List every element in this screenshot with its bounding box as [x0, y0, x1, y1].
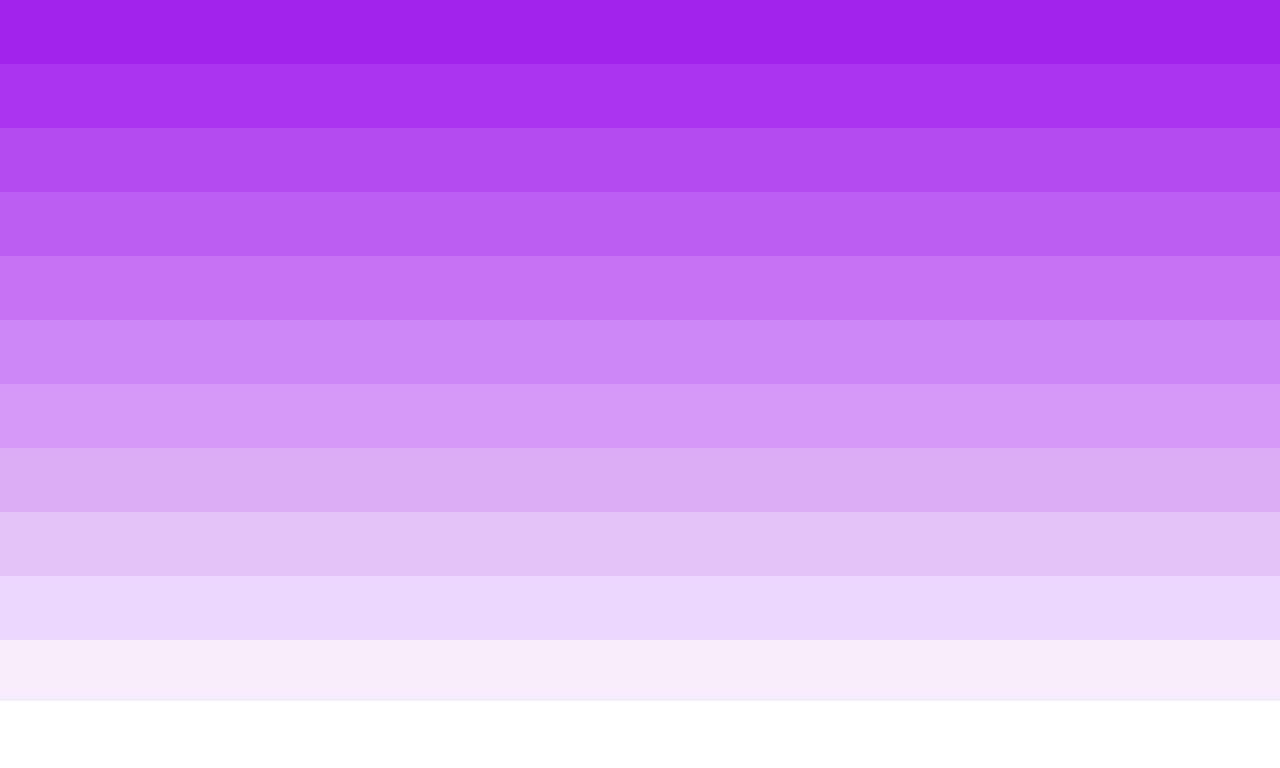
color-swatch-9 — [0, 576, 1280, 640]
color-swatch-7 — [0, 448, 1280, 512]
color-swatch-0 — [0, 0, 1280, 64]
color-swatch-stack — [0, 0, 1280, 701]
color-swatch-3 — [0, 192, 1280, 256]
color-swatch-8 — [0, 512, 1280, 576]
color-swatch-6 — [0, 384, 1280, 448]
color-swatch-1 — [0, 64, 1280, 128]
color-swatch-10 — [0, 640, 1280, 701]
color-swatch-5 — [0, 320, 1280, 384]
color-swatch-4 — [0, 256, 1280, 320]
color-swatch-2 — [0, 128, 1280, 192]
